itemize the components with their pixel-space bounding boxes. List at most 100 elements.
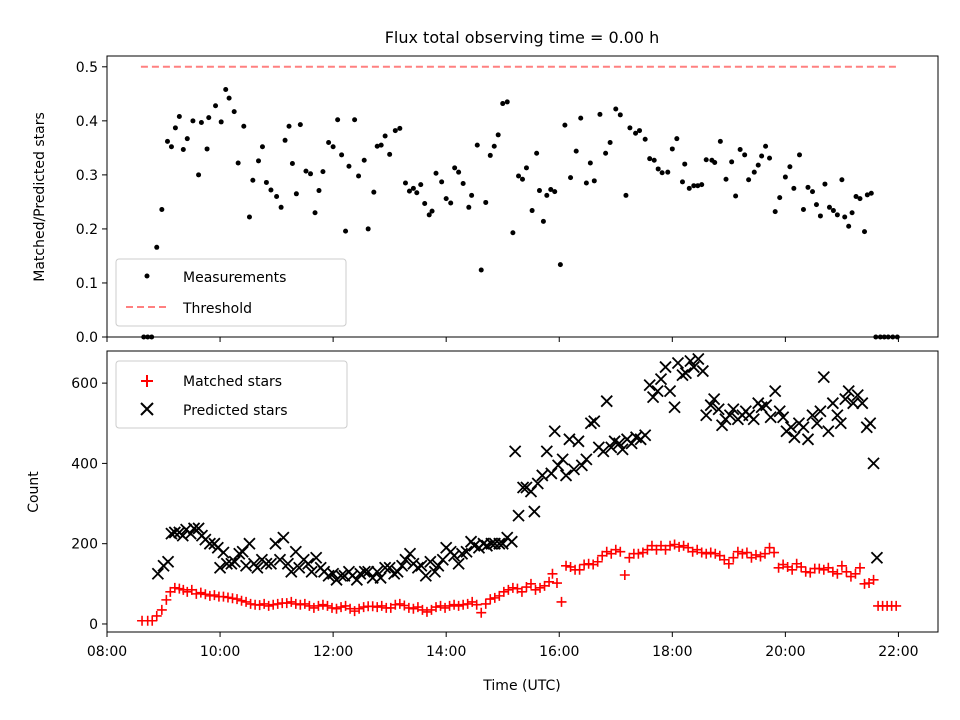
predicted-star-point: [548, 425, 561, 438]
predicted-star-point: [723, 409, 737, 422]
measurement-point: [235, 160, 241, 166]
measurement-point: [686, 185, 692, 191]
measurement-point: [540, 218, 546, 224]
predicted-star-point: [334, 569, 348, 582]
x-tick-label: 20:00: [765, 644, 805, 660]
matched-star-point: [471, 599, 482, 610]
predicted-star-point: [831, 409, 844, 422]
measurement-point: [695, 183, 701, 189]
matched-star-point: [209, 590, 220, 601]
legend-label-predicted: Predicted stars: [183, 403, 288, 419]
measurement-point: [289, 161, 295, 167]
matched-star-point: [156, 604, 167, 615]
matched-star-point: [444, 600, 455, 611]
predicted-star-point: [293, 561, 306, 574]
top-y-axis-label: Matched/Predicted stars: [32, 112, 48, 282]
legend-marker-measurements: [144, 273, 150, 279]
measurement-point: [699, 182, 705, 188]
bottom-panel: 0 200 400 600 08:00 10:00 12:00 14:00 16:00 18:0…: [26, 350, 939, 694]
matched-star-point: [551, 578, 562, 589]
matched-star-point: [778, 559, 789, 570]
predicted-star-point: [646, 391, 660, 404]
predicted-star-point: [447, 549, 461, 562]
predicted-star-point: [801, 433, 815, 446]
matched-star-point: [498, 586, 509, 597]
predicted-star-point: [605, 441, 618, 454]
predicted-star-point: [727, 403, 740, 416]
matched-star-point: [535, 582, 546, 593]
bottom-x-ticks: 08:00 10:00 12:00 14:00 16:00 18:00 20:00 22:00: [87, 632, 919, 660]
matched-star-point: [854, 562, 865, 573]
matched-star-point: [295, 599, 306, 610]
matched-star-point: [272, 598, 283, 609]
measurement-point: [682, 161, 688, 167]
matched-star-point: [601, 546, 612, 557]
matched-star-point: [687, 546, 698, 557]
measurement-point: [374, 143, 380, 149]
legend-marker-predicted: [140, 402, 154, 416]
predicted-star-point: [572, 435, 585, 448]
predicted-star-point: [651, 385, 664, 398]
predicted-star-point: [556, 453, 569, 466]
measurement-point: [466, 204, 472, 210]
measurement-point: [308, 171, 314, 177]
measurement-point: [474, 142, 480, 148]
predicted-star-point: [867, 457, 880, 470]
matched-star-point: [286, 596, 297, 607]
predicted-star-point: [584, 417, 598, 430]
measurement-point: [426, 212, 432, 218]
measurement-point: [691, 183, 697, 189]
measurement-point: [587, 160, 593, 166]
predicted-star-point: [600, 395, 613, 408]
measurement-point: [751, 169, 757, 175]
predicted-star-point: [715, 419, 729, 432]
predicted-star-point: [161, 555, 175, 568]
matched-star-point: [390, 599, 401, 610]
predicted-star-point: [217, 546, 230, 559]
measurement-point: [633, 130, 639, 136]
measurement-point: [742, 152, 748, 158]
measurement-point: [805, 184, 811, 190]
measurement-point: [491, 143, 497, 149]
measurement-point: [520, 176, 525, 182]
predicted-star-point: [531, 477, 544, 490]
matched-star-point: [462, 598, 473, 609]
matched-star-point: [403, 602, 414, 613]
matched-star-point: [841, 566, 852, 577]
predicted-star-point: [559, 469, 573, 482]
top-y-tick-label: 0.5: [76, 60, 98, 76]
predicted-star-point: [864, 417, 877, 430]
measurement-point: [642, 136, 648, 142]
matched-star-point: [489, 592, 500, 603]
matched-star-point: [281, 598, 292, 609]
measurement-point: [733, 193, 739, 199]
measurement-point: [504, 99, 510, 105]
measurement-point: [597, 111, 603, 117]
matched-star-point: [259, 598, 270, 609]
measurement-point: [339, 152, 345, 158]
measurement-point: [659, 170, 665, 176]
measurement-point: [495, 132, 501, 138]
measurement-point: [500, 101, 506, 107]
matched-star-point: [561, 560, 572, 571]
predicted-star-point: [213, 561, 227, 574]
matched-star-point: [322, 600, 333, 611]
measurement-point: [810, 189, 816, 195]
measurement-point: [516, 173, 522, 179]
predicted-star-point: [192, 522, 205, 535]
measurement-point: [834, 212, 840, 218]
predicted-star-point: [277, 531, 290, 544]
matched-star-point: [583, 558, 594, 569]
measurement-point: [583, 180, 589, 186]
measurement-point: [320, 169, 326, 175]
predicted-star-point: [151, 567, 165, 580]
matched-star-point: [218, 591, 229, 602]
matched-star-point: [161, 594, 172, 605]
matched-star-point: [556, 596, 567, 607]
predicted-star-point: [371, 565, 384, 578]
measurement-point: [655, 166, 661, 172]
measurement-point: [422, 201, 428, 207]
measurement-point: [746, 177, 752, 183]
measurement-point: [613, 106, 619, 112]
measurement-point: [849, 210, 855, 216]
